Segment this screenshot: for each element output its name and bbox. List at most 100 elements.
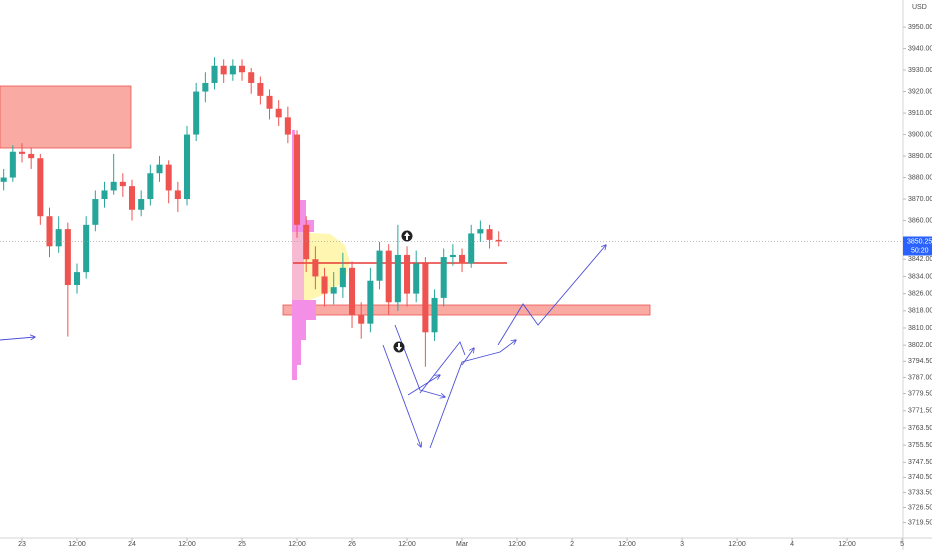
y-tick-label: 3787.00 (908, 374, 932, 381)
y-tick-label: 3880.00 (908, 174, 932, 181)
arrow (0, 337, 35, 341)
candles (0, 57, 502, 367)
y-tick-label: 3900.00 (908, 131, 932, 138)
y-tick-label: 3779.50 (908, 390, 932, 397)
price-tag (903, 236, 932, 256)
candle-body (459, 254, 466, 264)
candle-body (376, 250, 383, 281)
candle-body (248, 72, 255, 83)
candle-body (294, 134, 301, 225)
x-tick-label: 12:00 (728, 541, 746, 548)
candle-body (413, 263, 420, 294)
candle-body (55, 229, 62, 247)
supply-zone (0, 85, 132, 149)
buy-signal (401, 230, 413, 242)
candle-body (477, 229, 484, 234)
y-tick-label: 3930.00 (908, 67, 932, 74)
y-tick-label: 3740.50 (908, 474, 932, 481)
y-tick-label: 3910.00 (908, 110, 932, 117)
y-tick-label: 3890.00 (908, 153, 932, 160)
candle-body (174, 190, 181, 200)
x-tick-label: 12:00 (838, 541, 856, 548)
profile-bar (292, 130, 295, 170)
y-tick-label: 3719.50 (908, 519, 932, 526)
x-tick-label: 4 (790, 541, 794, 548)
y-tick-label: 3771.50 (908, 408, 932, 415)
x-tick-label: 5 (900, 541, 904, 548)
candle-body (358, 315, 365, 324)
y-tick-label: 3826.00 (908, 290, 932, 297)
y-tick-label: 3763.50 (908, 425, 932, 432)
arrow (497, 245, 606, 346)
candle-body (404, 254, 411, 294)
candle-body (193, 91, 200, 135)
candle-body (449, 254, 456, 258)
x-tick-label: 26 (348, 541, 356, 548)
profile-bar (292, 300, 316, 320)
candle-body (128, 186, 136, 210)
candle-body (468, 233, 475, 264)
x-tick-label: 12:00 (68, 541, 86, 548)
candle-body (18, 151, 26, 154)
y-tick-label: 3802.00 (908, 342, 932, 349)
candle-body (138, 199, 145, 210)
y-tick-label: 3747.50 (908, 459, 932, 466)
candle-body (83, 224, 90, 273)
profile-bar (292, 232, 304, 300)
y-tick-label: 3818.00 (908, 308, 932, 315)
currency-label: USD (912, 4, 927, 11)
candle-body (46, 216, 53, 247)
candle-body (275, 108, 282, 118)
candle-body (495, 239, 502, 242)
candle-body (422, 263, 429, 333)
x-tick-label: 12:00 (618, 541, 636, 548)
candle-body (339, 267, 346, 288)
y-tick-label: 3842.00 (908, 256, 932, 263)
x-tick-label: 2 (570, 541, 574, 548)
candle-body (238, 65, 246, 73)
countdown-label: 50:20 (911, 247, 929, 254)
arrow (461, 348, 474, 366)
x-tick-label: 12:00 (178, 541, 196, 548)
y-tick-label: 3755.50 (908, 442, 932, 449)
arrow (382, 344, 421, 447)
price-tag-label: 3850.25 (907, 238, 932, 245)
candle-body (394, 254, 401, 303)
candle-body (202, 82, 209, 92)
zones (0, 85, 651, 316)
arrow (407, 375, 440, 396)
candle-body (64, 229, 71, 286)
y-tick-label: 3810.00 (908, 325, 932, 332)
candle-body (229, 65, 236, 75)
candle-body (37, 158, 44, 217)
x-tick-label: 25 (238, 541, 246, 548)
candle-body (73, 272, 81, 286)
profile-bar (292, 320, 306, 340)
candle-body (92, 199, 99, 225)
candle-body (220, 65, 227, 75)
candle-body (119, 181, 126, 187)
candle-body (486, 229, 493, 240)
demand-zone (282, 304, 651, 316)
y-tick-label: 3870.00 (908, 196, 932, 203)
candle-body (385, 250, 392, 303)
candle-body (101, 190, 108, 200)
y-tick-label: 3920.00 (908, 88, 932, 95)
candle-body (321, 276, 328, 294)
y-tick-label: 3794.50 (908, 358, 932, 365)
candle-body (0, 177, 7, 182)
candle-body (431, 297, 438, 333)
drawings (0, 230, 606, 449)
arrow (419, 341, 466, 394)
profile-bar (292, 340, 301, 365)
candle-body (266, 95, 273, 109)
y-tick-label: 3950.00 (908, 24, 932, 31)
candle-body (165, 164, 172, 191)
candle-body (156, 164, 163, 174)
candle-body (284, 117, 291, 135)
candle-body (9, 151, 16, 178)
candle-body (147, 173, 154, 200)
arrow (429, 340, 516, 449)
